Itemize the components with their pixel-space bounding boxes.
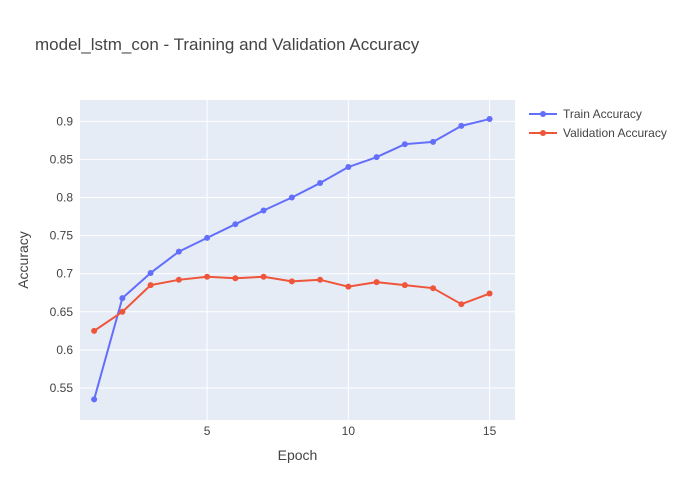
data-point-train[interactable] bbox=[458, 122, 465, 129]
data-point-train[interactable] bbox=[91, 396, 98, 403]
data-point-validation[interactable] bbox=[204, 273, 211, 280]
data-point-validation[interactable] bbox=[288, 278, 295, 285]
data-point-train[interactable] bbox=[204, 234, 211, 241]
y-tick-label: 0.8 bbox=[56, 191, 73, 205]
data-point-train[interactable] bbox=[486, 116, 493, 123]
data-point-train[interactable] bbox=[260, 207, 267, 214]
data-point-train[interactable] bbox=[175, 248, 182, 255]
x-axis-title: Epoch bbox=[278, 447, 318, 463]
data-point-train[interactable] bbox=[147, 269, 154, 276]
legend: Train Accuracy Validation Accuracy bbox=[529, 107, 667, 140]
data-point-validation[interactable] bbox=[317, 276, 324, 283]
data-point-validation[interactable] bbox=[401, 282, 408, 289]
data-point-validation[interactable] bbox=[486, 290, 493, 297]
y-tick-label: 0.7 bbox=[56, 267, 73, 281]
data-point-train[interactable] bbox=[119, 295, 126, 302]
x-tick-label: 15 bbox=[483, 424, 497, 438]
data-point-train[interactable] bbox=[317, 180, 324, 187]
y-tick-label: 0.55 bbox=[50, 381, 74, 395]
data-point-validation[interactable] bbox=[260, 273, 267, 280]
legend-label-train: Train Accuracy bbox=[563, 107, 642, 121]
legend-marker-train bbox=[540, 111, 546, 117]
data-point-validation[interactable] bbox=[147, 282, 154, 289]
y-tick-label: 0.9 bbox=[56, 114, 73, 128]
y-tick-label: 0.75 bbox=[50, 229, 74, 243]
data-point-train[interactable] bbox=[430, 138, 437, 145]
y-axis-title: Accuracy bbox=[15, 231, 31, 289]
data-point-validation[interactable] bbox=[232, 275, 239, 282]
data-point-validation[interactable] bbox=[175, 276, 182, 283]
data-point-train[interactable] bbox=[373, 154, 380, 161]
legend-item-train[interactable]: Train Accuracy bbox=[529, 107, 642, 121]
plot-area bbox=[80, 100, 515, 420]
series-validation bbox=[91, 273, 493, 334]
series-train bbox=[91, 116, 493, 403]
data-point-validation[interactable] bbox=[430, 285, 437, 292]
data-point-validation[interactable] bbox=[458, 301, 465, 308]
chart-title: model_lstm_con - Training and Validation… bbox=[35, 35, 420, 54]
x-tick-label: 10 bbox=[342, 424, 356, 438]
y-tick-label: 0.65 bbox=[50, 305, 74, 319]
data-point-validation[interactable] bbox=[345, 283, 352, 290]
x-tick-label: 5 bbox=[204, 424, 211, 438]
data-point-train[interactable] bbox=[345, 164, 352, 171]
axis-ticks: 0.55 0.6 0.65 0.7 0.75 0.8 0.85 0.9 5 10 15 bbox=[50, 114, 497, 438]
data-point-train[interactable] bbox=[232, 221, 239, 228]
legend-item-validation[interactable]: Validation Accuracy bbox=[529, 126, 667, 140]
data-series bbox=[91, 116, 493, 403]
data-point-validation[interactable] bbox=[373, 279, 380, 286]
legend-label-validation: Validation Accuracy bbox=[563, 126, 667, 140]
data-point-validation[interactable] bbox=[119, 308, 126, 315]
y-tick-label: 0.6 bbox=[56, 343, 73, 357]
y-tick-label: 0.85 bbox=[50, 152, 74, 166]
data-point-validation[interactable] bbox=[91, 327, 98, 334]
legend-marker-validation bbox=[540, 130, 546, 136]
data-point-train[interactable] bbox=[288, 194, 295, 201]
data-point-train[interactable] bbox=[401, 141, 408, 148]
